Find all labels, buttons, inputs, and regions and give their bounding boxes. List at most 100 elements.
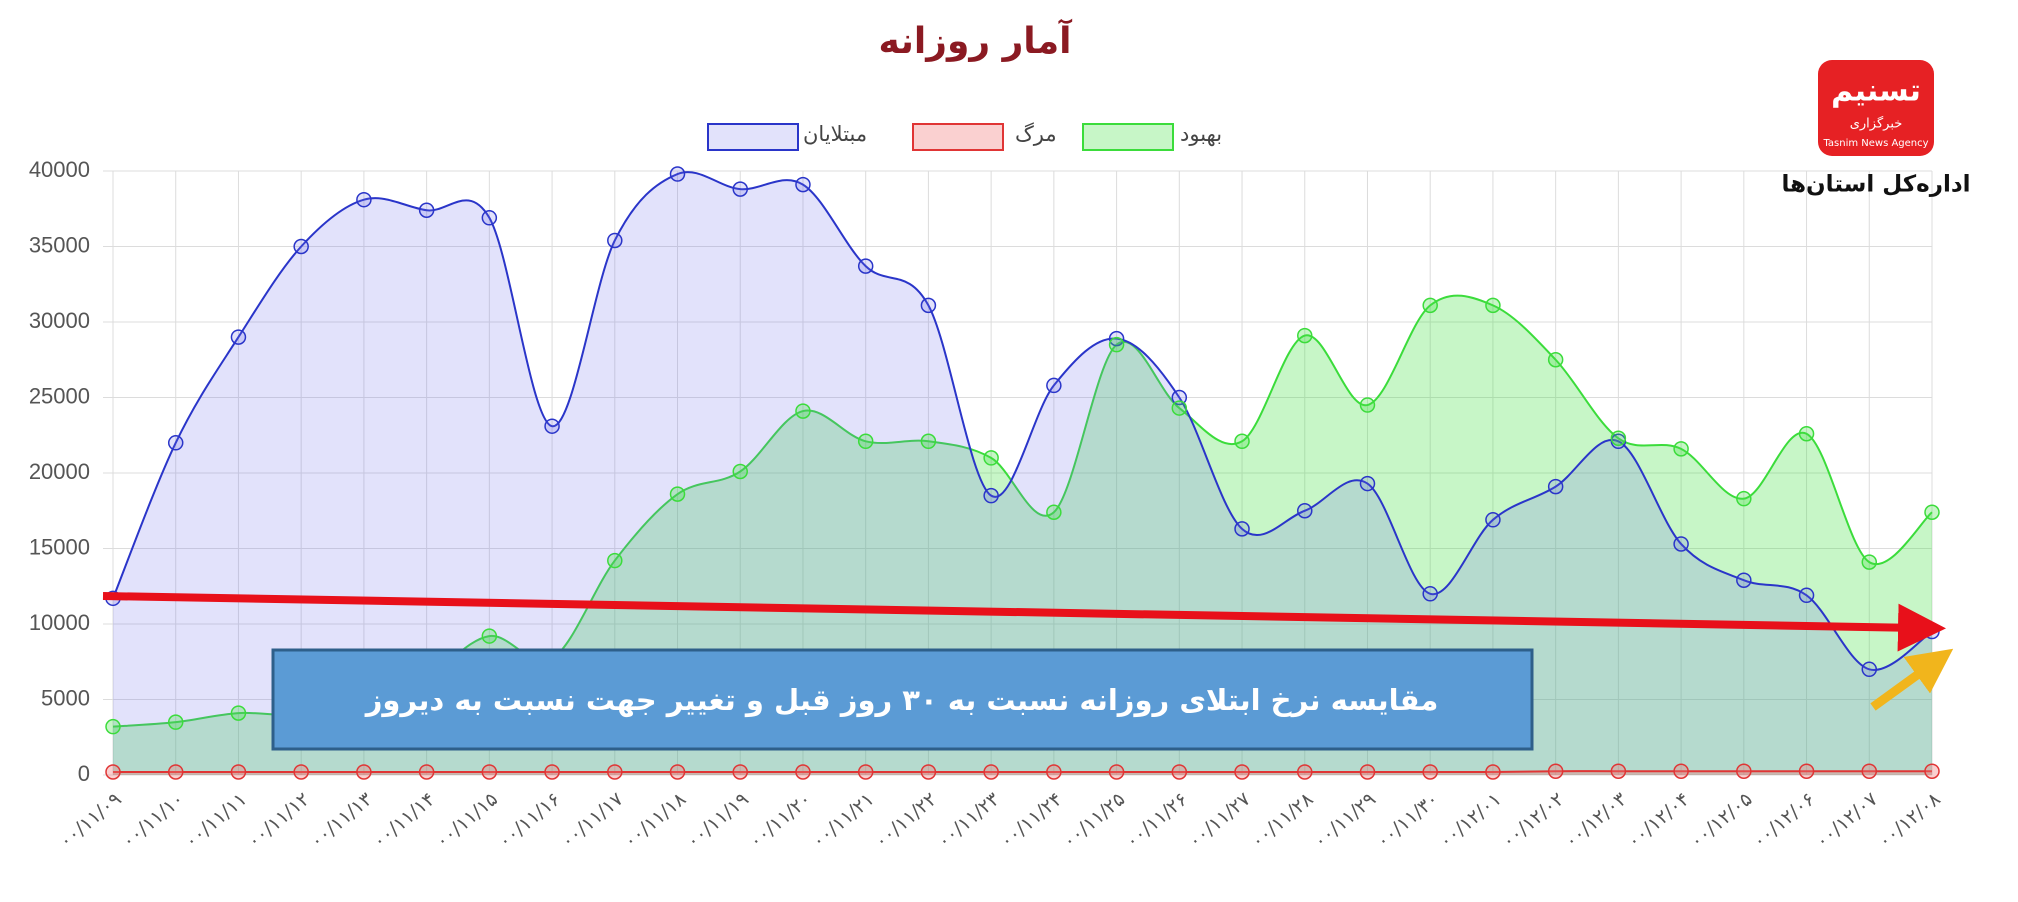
x-tick-label: ۰۰/۱۱/۲۳ [933, 788, 1004, 852]
point [1485, 764, 1501, 780]
x-tick-label: ۰۰/۱۱/۱۳ [306, 788, 377, 852]
point [732, 463, 748, 480]
point [857, 258, 874, 274]
x-tick-label: ۰۰/۱۲/۰۶ [1748, 788, 1819, 852]
point [607, 764, 623, 780]
point [1547, 763, 1564, 779]
area [113, 172, 1932, 775]
y-tick-label: 10000 [29, 610, 90, 635]
point [732, 181, 748, 197]
point [795, 764, 811, 780]
legend-label: مبتلایان [803, 122, 867, 146]
point [1798, 587, 1815, 604]
x-tick-label: ۰۰/۱۱/۳۰ [1372, 788, 1443, 852]
x-tick-label: ۰۰/۱۱/۱۷ [557, 788, 628, 852]
point [167, 435, 184, 451]
point [1359, 397, 1376, 413]
point [1108, 764, 1125, 780]
point [795, 403, 811, 419]
y-tick-label: 40000 [29, 157, 90, 182]
point [1736, 572, 1752, 588]
y-tick-label: 25000 [29, 383, 90, 408]
x-tick-label: ۰۰/۱۱/۲۶ [1121, 788, 1192, 852]
y-tick-label: 5000 [41, 685, 90, 710]
y-tick-label: 35000 [29, 232, 90, 257]
point [1485, 297, 1501, 314]
point [1798, 763, 1815, 779]
point [732, 764, 748, 780]
point [1171, 389, 1188, 406]
point [230, 329, 247, 345]
point [1234, 764, 1250, 780]
point [105, 718, 121, 735]
x-tick-label: ۰۰/۱۲/۰۱ [1435, 788, 1506, 852]
point [1422, 764, 1438, 780]
annotation-box [271, 648, 1534, 751]
point [669, 764, 686, 780]
point [1924, 763, 1940, 779]
x-tick-label: ۰۰/۱۱/۱۰ [118, 788, 189, 852]
point [1359, 475, 1376, 492]
x-tick-label: ۰۰/۱۲/۰۳ [1560, 788, 1631, 852]
point [1736, 763, 1752, 779]
point [544, 418, 560, 434]
line [113, 770, 1932, 774]
point [607, 552, 623, 569]
point [1547, 478, 1564, 495]
logo-box [1818, 60, 1934, 156]
point [607, 232, 623, 249]
point [1422, 586, 1438, 602]
point [1046, 377, 1062, 394]
point [418, 764, 435, 780]
x-tick-label: ۰۰/۱۱/۲۸ [1247, 788, 1318, 852]
point [1485, 512, 1501, 528]
y-tick-label: 0 [78, 761, 90, 786]
point [1234, 433, 1250, 450]
x-tick-label: ۰۰/۱۱/۱۵ [431, 788, 502, 852]
point [1861, 763, 1878, 779]
point [795, 176, 811, 193]
y-tick-label: 30000 [29, 308, 90, 333]
logo-latin: Tasnim News Agency [1822, 138, 1928, 149]
x-tick-label: ۰۰/۱۲/۰۲ [1498, 788, 1569, 852]
point [1736, 490, 1752, 507]
point [293, 764, 309, 780]
point [1108, 330, 1125, 347]
x-tick-label: ۰۰/۱۱/۰۹ [55, 788, 126, 852]
point [1234, 521, 1250, 537]
point [1422, 297, 1438, 314]
point [857, 764, 874, 780]
point [356, 191, 372, 208]
legend-label: مرگ [1015, 122, 1057, 146]
logo-agency: خبرگزاری [1850, 116, 1903, 132]
legend-swatch [707, 123, 799, 151]
y-tick-label: 20000 [29, 459, 90, 484]
point [105, 764, 121, 780]
annotation: مقایسه نرخ ابتلای روزانه نسبت به ۳۰ روز … [364, 683, 1439, 717]
point [481, 210, 498, 226]
x-tick-label: ۰۰/۱۱/۲۷ [1184, 788, 1255, 852]
x-tick-label: ۰۰/۱۱/۲۵ [1058, 788, 1129, 852]
logo-caption: اداره‌کل استان‌ها [1781, 172, 1970, 198]
point [983, 487, 999, 504]
point [983, 764, 999, 780]
x-tick-label: ۰۰/۱۱/۱۶ [494, 788, 565, 852]
point [857, 433, 874, 450]
point [669, 486, 686, 502]
legend-swatch [1082, 123, 1174, 151]
point [1673, 536, 1689, 552]
point [1046, 764, 1062, 780]
point [418, 202, 435, 219]
x-tick-label: ۰۰/۱۲/۰۵ [1686, 788, 1757, 852]
x-tick-label: ۰۰/۱۱/۲۰ [745, 788, 816, 852]
point [1359, 764, 1376, 780]
line [112, 294, 1933, 728]
point [1297, 503, 1313, 519]
point [1798, 425, 1815, 442]
x-tick-label: ۰۰/۱۱/۱۱ [180, 788, 251, 852]
x-tick-label: ۰۰/۱۲/۰۴ [1623, 788, 1694, 852]
x-tick-label: ۰۰/۱۱/۲۴ [996, 788, 1067, 852]
x-tick-label: ۰۰/۱۱/۲۲ [870, 788, 941, 852]
point [481, 628, 498, 644]
